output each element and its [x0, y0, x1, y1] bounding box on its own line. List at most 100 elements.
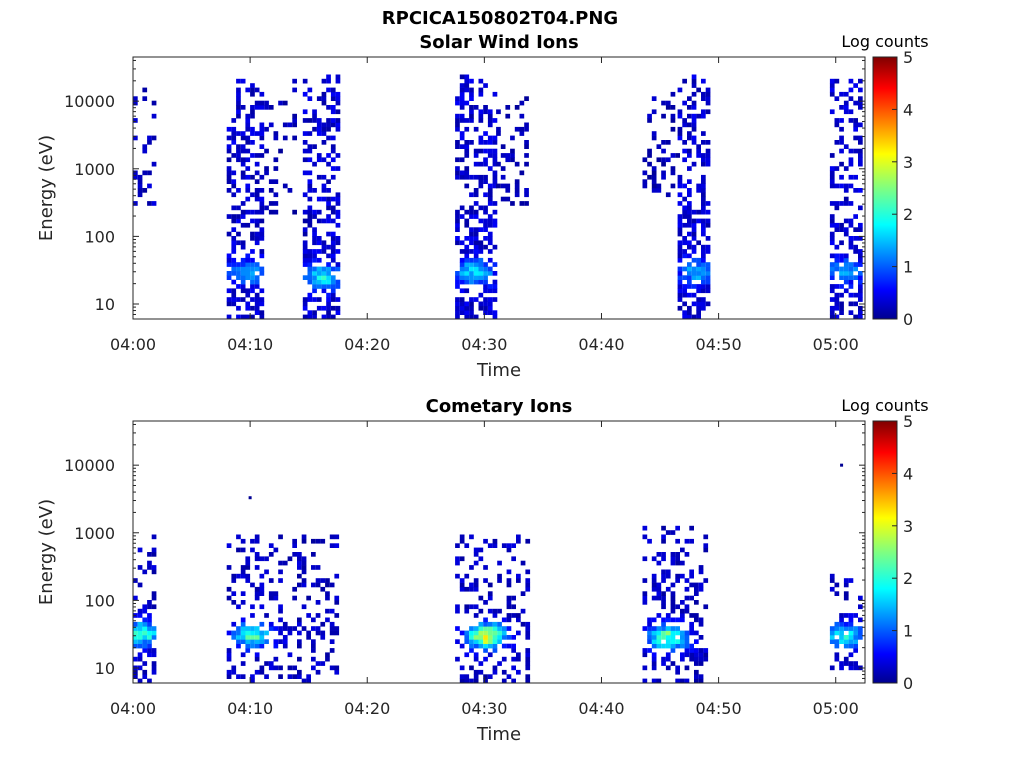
spectrogram-cell: [701, 257, 706, 263]
spectrogram-cell: [133, 118, 138, 123]
spectrogram-cell: [483, 192, 488, 198]
spectrogram-cell: [661, 100, 666, 106]
spectrogram-cell: [505, 188, 511, 193]
spectrogram-cell: [301, 626, 307, 631]
y-tick-label: 10: [95, 659, 115, 678]
spectrogram-cell: [492, 538, 498, 544]
spectrogram-cell: [520, 621, 526, 627]
spectrogram-cell: [469, 310, 474, 315]
spectrogram-cell: [231, 665, 237, 671]
spectrogram-cell: [506, 626, 512, 631]
spectrogram-cell: [240, 78, 246, 84]
spectrogram-cell: [330, 231, 336, 237]
spectrogram-cell: [701, 249, 706, 254]
spectrogram-cell: [259, 126, 265, 132]
spectrogram-cell: [524, 96, 529, 101]
spectrogram-cell: [240, 257, 246, 263]
spectrogram-cell: [492, 183, 498, 189]
spectrogram-cell: [483, 227, 488, 232]
spectrogram-cell: [307, 253, 313, 259]
spectrogram-cell: [661, 661, 666, 666]
spectrogram-cell: [694, 656, 699, 662]
spectrogram-cell: [647, 174, 652, 180]
spectrogram-cell: [651, 188, 657, 193]
spectrogram-cell: [226, 674, 232, 679]
spectrogram-cell: [312, 249, 317, 254]
spectrogram-cell: [250, 538, 255, 544]
spectrogram-cell: [250, 105, 255, 110]
spectrogram-cell: [151, 565, 157, 570]
spectrogram-cell: [226, 148, 232, 154]
spectrogram-cell: [311, 582, 316, 588]
spectrogram-cell: [473, 547, 479, 553]
spectrogram-cell: [705, 275, 711, 280]
spectrogram-cell: [236, 109, 241, 115]
spectrogram-cell: [670, 639, 676, 644]
spectrogram-cell: [829, 665, 835, 671]
spectrogram-cell: [705, 161, 711, 167]
spectrogram-cell: [492, 635, 498, 640]
spectrogram-cell: [259, 630, 265, 636]
spectrogram-cell: [497, 626, 502, 631]
spectrogram-cell: [469, 534, 474, 540]
spectrogram-cell: [147, 600, 152, 605]
spectrogram-cell: [307, 218, 313, 224]
spectrogram-cell: [278, 617, 283, 623]
spectrogram-cell: [834, 626, 840, 631]
spectrogram-cell: [661, 617, 666, 623]
spectrogram-cell: [459, 87, 465, 93]
spectrogram-cell: [651, 617, 657, 623]
spectrogram-cell: [858, 205, 863, 211]
spectrogram-cell: [829, 153, 835, 158]
spectrogram-cell: [701, 297, 706, 302]
spectrogram-cell: [250, 231, 255, 237]
spectrogram-cell: [459, 665, 465, 671]
spectrogram-cell: [524, 161, 529, 167]
spectrogram-cell: [142, 626, 148, 631]
spectrogram-cell: [316, 279, 322, 285]
spectrogram-cell: [858, 222, 863, 228]
spectrogram-cell: [834, 591, 840, 596]
spectrogram-cell: [473, 560, 479, 566]
spectrogram-cell: [315, 630, 321, 636]
spectrogram-cell: [326, 305, 331, 311]
spectrogram-cell: [330, 266, 336, 272]
spectrogram-cell: [321, 244, 327, 250]
spectrogram-cell: [245, 174, 251, 180]
spectrogram-cell: [834, 643, 840, 649]
spectrogram-cell: [519, 100, 525, 106]
spectrogram-cell: [834, 205, 840, 211]
spectrogram-cell: [464, 604, 470, 610]
spectrogram-cell: [853, 227, 858, 232]
spectrogram-cell: [240, 297, 246, 302]
spectrogram-cell: [680, 630, 685, 636]
spectrogram-cell: [464, 153, 470, 158]
spectrogram-cell: [492, 669, 498, 675]
spectrogram-cell: [687, 305, 692, 311]
spectrogram-cell: [142, 188, 148, 193]
spectrogram-cell: [675, 630, 680, 636]
spectrogram-cell: [302, 227, 308, 232]
spectrogram-cell: [834, 582, 840, 588]
spectrogram-cell: [226, 262, 232, 267]
spectrogram-cell: [665, 100, 671, 106]
spectrogram-cell: [497, 608, 502, 614]
spectrogram-cell: [848, 578, 854, 583]
spectrogram-cell: [311, 639, 316, 644]
spectrogram-cell: [335, 266, 341, 272]
spectrogram-cell: [473, 231, 479, 237]
spectrogram-cell: [250, 126, 255, 132]
spectrogram-cell: [703, 547, 709, 553]
spectrogram-cell: [829, 87, 835, 93]
spectrogram-cell: [459, 240, 465, 246]
spectrogram-cell: [459, 118, 465, 123]
spectrogram-cell: [701, 279, 706, 285]
spectrogram-cell: [335, 209, 341, 215]
spectrogram-cell: [330, 284, 336, 289]
spectrogram-cell: [469, 275, 474, 280]
spectrogram-cell: [250, 236, 255, 241]
spectrogram-cell: [705, 148, 711, 154]
spectrogram-cell: [858, 284, 863, 289]
spectrogram-cell: [487, 266, 493, 272]
spectrogram-cell: [665, 157, 671, 163]
